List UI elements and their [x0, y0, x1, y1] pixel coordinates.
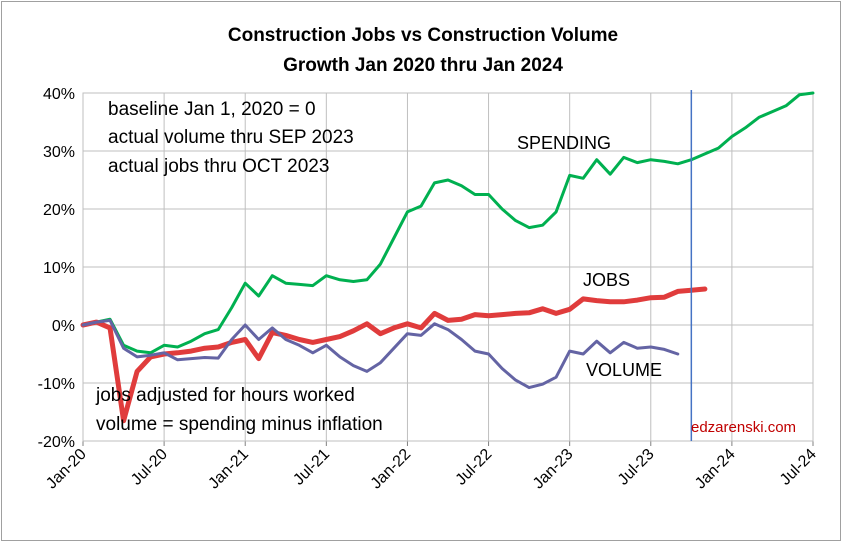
note-baseline: baseline Jan 1, 2020 = 0: [108, 99, 316, 120]
y-axis-ticks: 40% 30% 20% 10% 0% -10% -20%: [38, 86, 75, 451]
series-label-spending: SPENDING: [517, 133, 611, 153]
chart-title: Construction Jobs vs Construction Volume: [228, 25, 618, 46]
note-volume-actuals: actual volume thru SEP 2023: [108, 127, 354, 148]
series-line-volume: [81, 318, 680, 390]
y-tick-label: 30%: [43, 144, 75, 161]
credit-text: edzarenski.com: [691, 419, 796, 436]
y-tick-label: 20%: [43, 202, 75, 219]
x-tick-label: Jan-23: [530, 446, 577, 493]
grid: [82, 92, 814, 446]
x-tick-label: Jul-21: [290, 446, 333, 489]
x-tick-label: Jul-24: [777, 446, 820, 489]
note-jobs-actuals: actual jobs thru OCT 2023: [108, 156, 329, 177]
x-axis-ticks: Jan-20 Jul-20 Jan-21 Jul-21 Jan-22 Jul-22 Jan-…: [43, 446, 820, 493]
y-tick-label: -20%: [38, 434, 75, 451]
series-line-jobs: [80, 286, 708, 424]
x-tick-label: Jul-23: [615, 446, 658, 489]
x-tick-label: Jan-21: [205, 446, 252, 493]
x-tick-label: Jan-20: [43, 446, 90, 493]
y-tick-label: 10%: [43, 260, 75, 277]
y-tick-label: 0%: [52, 318, 75, 335]
plot-area: [82, 92, 814, 442]
x-tick-label: Jul-22: [453, 446, 496, 489]
series-label-jobs: JOBS: [583, 270, 630, 290]
x-tick-label: Jul-20: [128, 446, 171, 489]
note-jobs-adjusted: jobs adjusted for hours worked: [95, 385, 355, 406]
series-label-volume: VOLUME: [586, 360, 662, 380]
x-tick-label: Jan-24: [692, 446, 739, 493]
note-volume-definition: volume = spending minus inflation: [96, 414, 383, 435]
y-tick-label: 40%: [43, 86, 75, 103]
y-tick-label: -10%: [38, 376, 75, 393]
chart-subtitle: Growth Jan 2020 thru Jan 2024: [283, 55, 563, 76]
x-tick-label: Jan-22: [368, 446, 415, 493]
